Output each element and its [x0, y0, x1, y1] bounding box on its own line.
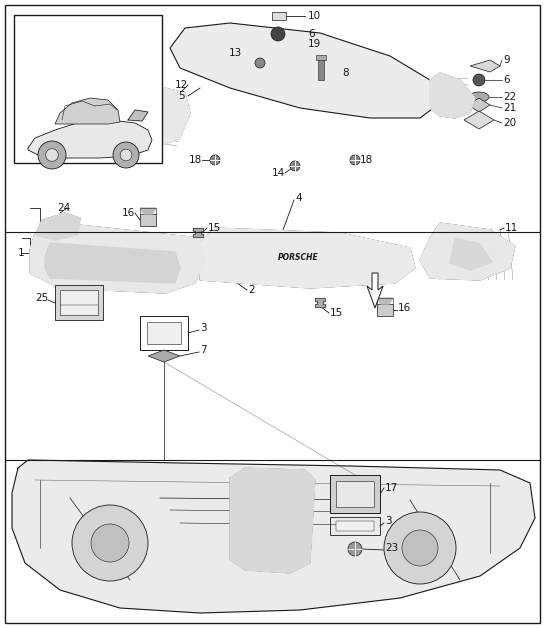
Text: 9: 9 [503, 55, 510, 65]
Circle shape [91, 524, 129, 562]
Text: 1: 1 [18, 248, 25, 258]
Polygon shape [28, 120, 152, 158]
Circle shape [348, 542, 362, 556]
Polygon shape [200, 228, 415, 288]
Polygon shape [128, 88, 190, 148]
Circle shape [120, 149, 132, 161]
Circle shape [290, 161, 300, 171]
Text: 15: 15 [330, 308, 343, 318]
Polygon shape [30, 223, 205, 293]
Text: 7: 7 [200, 345, 207, 355]
Polygon shape [468, 98, 490, 112]
Bar [60, 290, 98, 315]
Text: PORSCHE: PORSCHE [277, 254, 318, 263]
Text: 17: 17 [385, 483, 398, 493]
Polygon shape [193, 228, 203, 237]
Polygon shape [35, 213, 80, 240]
Polygon shape [140, 208, 156, 214]
Text: 25: 25 [35, 293, 48, 303]
Text: 18: 18 [360, 155, 373, 165]
Circle shape [255, 58, 265, 68]
Text: 22: 22 [503, 92, 516, 102]
Circle shape [113, 142, 139, 168]
Text: 3: 3 [200, 323, 207, 333]
Text: 24: 24 [57, 203, 70, 213]
Bar [330, 475, 380, 513]
Text: 16: 16 [122, 208, 135, 218]
Bar [147, 322, 181, 344]
Text: 10: 10 [308, 11, 321, 21]
Text: 21: 21 [503, 103, 516, 113]
Circle shape [271, 27, 285, 41]
Circle shape [473, 74, 485, 86]
Text: 19: 19 [308, 39, 321, 49]
Polygon shape [420, 223, 515, 280]
Polygon shape [12, 460, 535, 613]
Bar [330, 517, 380, 535]
Bar [272, 12, 286, 20]
Polygon shape [450, 238, 492, 270]
Polygon shape [377, 298, 393, 304]
Text: 3: 3 [385, 516, 392, 526]
Polygon shape [367, 273, 383, 308]
Text: 14: 14 [272, 168, 285, 178]
Circle shape [402, 530, 438, 566]
Bar [316, 55, 326, 60]
Polygon shape [148, 350, 180, 362]
Polygon shape [464, 111, 494, 129]
Text: 15: 15 [208, 223, 221, 233]
Polygon shape [315, 298, 325, 307]
Text: 6: 6 [308, 29, 314, 39]
Text: 20: 20 [503, 118, 516, 128]
Text: 11: 11 [505, 223, 518, 233]
Polygon shape [170, 23, 440, 118]
Circle shape [350, 155, 360, 165]
Bar [55, 285, 103, 320]
Text: 12: 12 [175, 80, 188, 90]
Circle shape [72, 505, 148, 581]
Text: 16: 16 [398, 303, 411, 313]
Polygon shape [377, 304, 393, 316]
Polygon shape [272, 38, 292, 50]
Polygon shape [430, 73, 475, 118]
Bar [336, 521, 374, 531]
Polygon shape [55, 98, 120, 124]
Ellipse shape [469, 92, 489, 102]
Circle shape [210, 155, 220, 165]
Circle shape [38, 141, 66, 169]
Text: 23: 23 [385, 543, 398, 553]
Polygon shape [230, 468, 315, 573]
Polygon shape [140, 214, 156, 226]
Circle shape [384, 512, 456, 584]
Polygon shape [128, 110, 148, 121]
Text: 4: 4 [295, 193, 301, 203]
Bar [318, 58, 324, 80]
Bar [14, 15, 162, 163]
Bar [140, 316, 188, 350]
Text: 8: 8 [342, 68, 349, 78]
Text: 5: 5 [178, 91, 185, 101]
Text: 18: 18 [189, 155, 202, 165]
Text: 6: 6 [503, 75, 510, 85]
Circle shape [46, 149, 58, 161]
Polygon shape [45, 243, 180, 283]
Text: 2: 2 [248, 285, 255, 295]
Text: 13: 13 [229, 48, 242, 58]
Bar [336, 481, 374, 507]
Polygon shape [470, 60, 500, 72]
